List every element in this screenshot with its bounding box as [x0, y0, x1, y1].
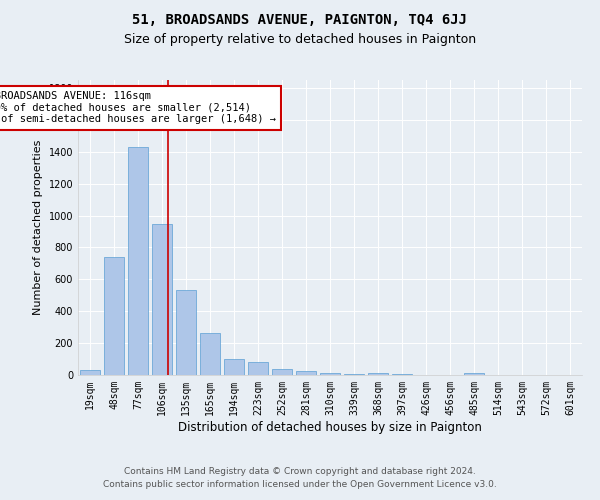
Text: 51 BROADSANDS AVENUE: 116sqm
← 60% of detached houses are smaller (2,514)
39% of: 51 BROADSANDS AVENUE: 116sqm ← 60% of de…: [0, 91, 276, 124]
Bar: [128, 147, 148, 375]
Text: 51, BROADSANDS AVENUE, PAIGNTON, TQ4 6JJ: 51, BROADSANDS AVENUE, PAIGNTON, TQ4 6JJ: [133, 12, 467, 26]
Y-axis label: Number of detached properties: Number of detached properties: [33, 140, 43, 315]
Bar: [392, 374, 412, 375]
Bar: [368, 374, 388, 375]
Bar: [272, 370, 292, 375]
Bar: [296, 371, 316, 375]
Bar: [80, 370, 100, 375]
Bar: [104, 257, 124, 375]
Bar: [176, 290, 196, 375]
Bar: [320, 372, 340, 375]
Bar: [200, 332, 220, 375]
Text: Contains HM Land Registry data © Crown copyright and database right 2024.: Contains HM Land Registry data © Crown c…: [124, 467, 476, 476]
Bar: [152, 224, 172, 375]
Text: Size of property relative to detached houses in Paignton: Size of property relative to detached ho…: [124, 32, 476, 46]
Text: Contains public sector information licensed under the Open Government Licence v3: Contains public sector information licen…: [103, 480, 497, 489]
X-axis label: Distribution of detached houses by size in Paignton: Distribution of detached houses by size …: [178, 420, 482, 434]
Bar: [224, 359, 244, 375]
Bar: [344, 374, 364, 375]
Bar: [248, 362, 268, 375]
Bar: [464, 374, 484, 375]
